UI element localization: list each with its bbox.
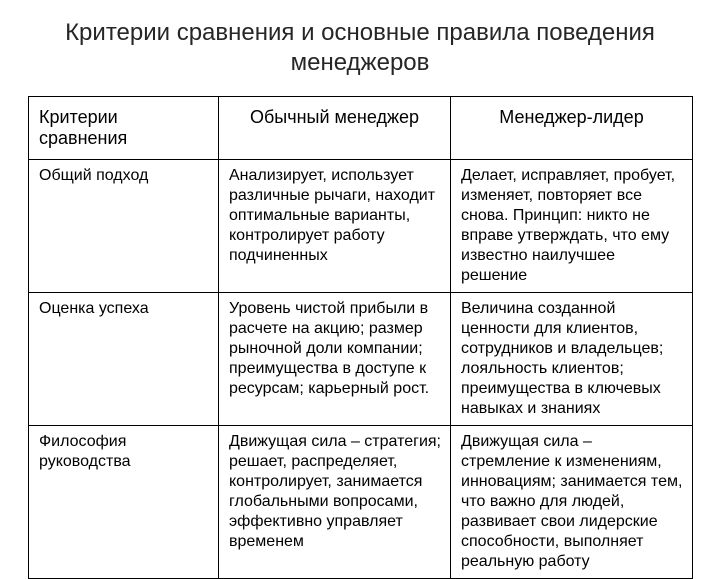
cell-leader: Движущая сила – стремление к изменениям,… [451,426,693,579]
col-header-leader: Менеджер-лидер [451,97,693,160]
slide: Критерии сравнения и основные правила по… [0,0,720,540]
table-header-row: Критерии сравнения Обычный менеджер Мене… [29,97,693,160]
cell-leader: Делает, исправляет, пробует, изменяет, п… [451,160,693,293]
table-row: Оценка успеха Уровень чистой прибыли в р… [29,293,693,426]
cell-ordinary: Уровень чистой прибыли в расчете на акци… [219,293,451,426]
table-row: Общий подход Анализирует, использует раз… [29,160,693,293]
cell-criterion: Оценка успеха [29,293,219,426]
col-header-ordinary: Обычный менеджер [219,97,451,160]
cell-criterion: Общий подход [29,160,219,293]
cell-criterion: Философия руководства [29,426,219,579]
cell-leader: Величина созданной ценности для клиентов… [451,293,693,426]
cell-ordinary: Анализирует, использует различные рычаги… [219,160,451,293]
cell-ordinary: Движущая сила – стратегия; решает, распр… [219,426,451,579]
slide-title: Критерии сравнения и основные правила по… [28,18,692,78]
comparison-table: Критерии сравнения Обычный менеджер Мене… [28,96,693,579]
col-header-criteria: Критерии сравнения [29,97,219,160]
table-row: Философия руководства Движущая сила – ст… [29,426,693,579]
